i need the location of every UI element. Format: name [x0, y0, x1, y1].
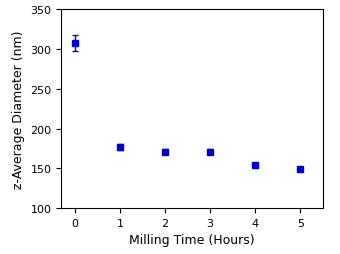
- X-axis label: Milling Time (Hours): Milling Time (Hours): [129, 233, 255, 246]
- Y-axis label: z-Average Diameter (nm): z-Average Diameter (nm): [12, 30, 25, 188]
